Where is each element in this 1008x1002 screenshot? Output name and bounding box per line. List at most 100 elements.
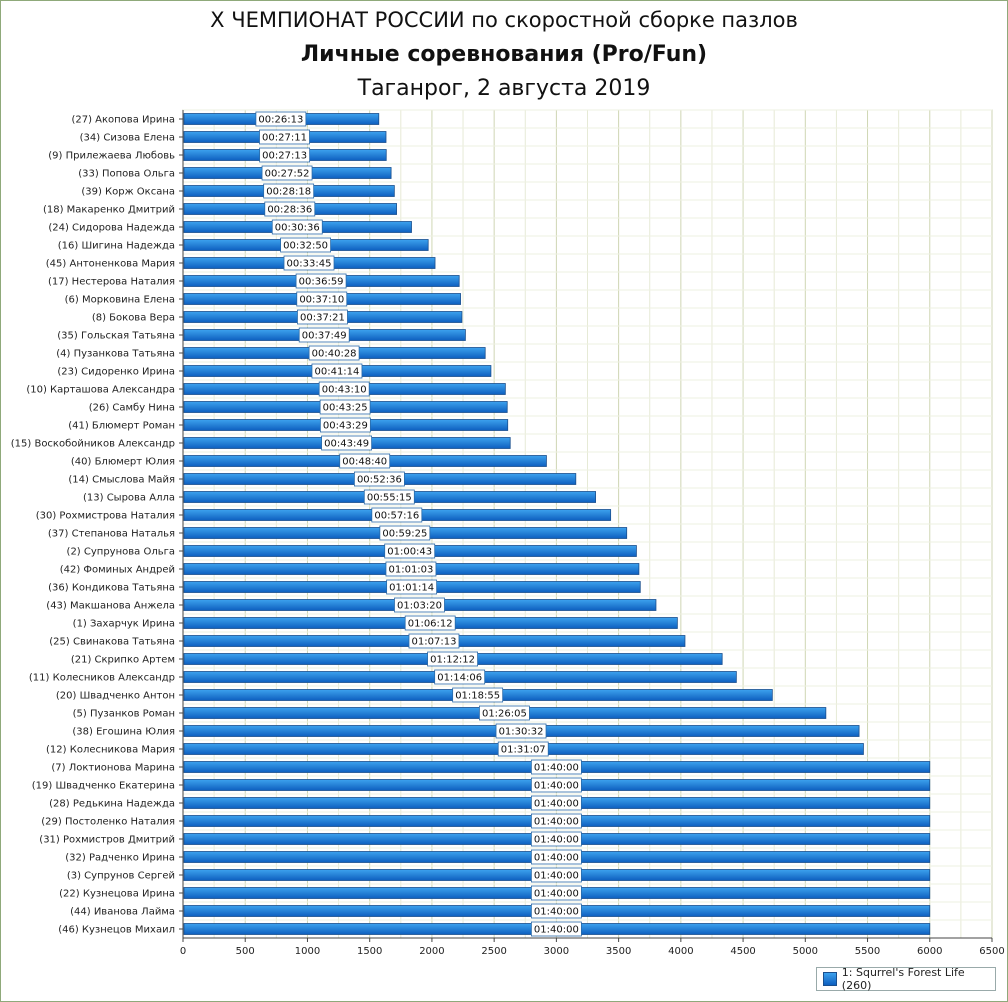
- category-label: (4) Пузанкова Татьяна: [56, 349, 175, 360]
- data-label-box: [530, 921, 582, 937]
- data-label-box: [255, 111, 307, 127]
- data-label: 00:52:36: [357, 475, 402, 486]
- data-label-box: [295, 273, 347, 289]
- category-label: (28) Редькина Надежда: [49, 799, 175, 810]
- category-label: (21) Скрипко Артем: [71, 655, 175, 666]
- x-tick-label: 0: [180, 946, 186, 957]
- category-label: (3) Супрунов Сергей: [67, 871, 175, 882]
- data-label-box: [371, 507, 423, 523]
- data-label: 00:32:50: [283, 241, 328, 252]
- category-label: (41) Блюмерт Роман: [68, 421, 175, 432]
- data-label-box: [261, 165, 313, 181]
- chart-place-date: Таганрог, 2 августа 2019: [357, 76, 651, 101]
- data-label: 01:14:06: [437, 673, 482, 684]
- data-label: 00:59:25: [382, 529, 427, 540]
- data-label: 01:40:00: [534, 853, 579, 864]
- category-label: (24) Сидорова Надежда: [48, 223, 175, 234]
- category-label: (27) Акопова Ирина: [71, 115, 175, 126]
- category-label: (14) Смыслова Майя: [68, 475, 175, 486]
- data-label: 01:40:00: [534, 817, 579, 828]
- data-label-box: [379, 525, 431, 541]
- data-label-box: [497, 741, 549, 757]
- y-axis-labels: (27) Акопова Ирина (34) Сизова Елена (9) П…: [11, 115, 183, 936]
- category-label: (15) Воскобойников Александр: [11, 439, 175, 450]
- data-label-box: [363, 489, 415, 505]
- category-label: (9) Прилежаева Любовь: [48, 151, 175, 162]
- data-label-box: [408, 633, 460, 649]
- category-label: (30) Рохмистрова Наталия: [36, 511, 175, 522]
- chart-title: X ЧЕМПИОНАТ РОССИИ по скоростной сборке …: [210, 8, 798, 32]
- data-label-box: [530, 759, 582, 775]
- data-label: 01:40:00: [534, 907, 579, 918]
- x-tick-label: 3000: [544, 946, 569, 957]
- category-label: (6) Морковина Елена: [65, 295, 175, 306]
- data-label: 00:57:16: [374, 511, 419, 522]
- data-label: 01:30:32: [499, 727, 544, 738]
- x-tick-label: 5000: [793, 946, 818, 957]
- data-label: 00:28:18: [266, 187, 311, 198]
- category-label: (7) Локтионова Марина: [51, 763, 175, 774]
- data-label: 00:30:36: [275, 223, 320, 234]
- data-label-box: [319, 399, 371, 415]
- data-label-box: [308, 345, 360, 361]
- data-label-box: [264, 201, 316, 217]
- data-label: 00:36:59: [299, 277, 344, 288]
- data-label-box: [495, 723, 547, 739]
- category-label: (38) Егошина Юлия: [72, 727, 175, 738]
- category-label: (22) Кузнецова Ирина: [59, 889, 175, 900]
- x-tick-label: 2000: [419, 946, 444, 957]
- x-tick-label: 4500: [730, 946, 755, 957]
- data-label: 01:12:12: [430, 655, 475, 666]
- category-label: (20) Швадченко Антон: [56, 691, 175, 702]
- legend: 1: Squrrel's Forest Life (260): [816, 966, 996, 992]
- category-label: (33) Попова Ольга: [78, 169, 175, 180]
- x-tick-label: 6500: [979, 946, 1004, 957]
- data-label: 01:31:07: [501, 745, 546, 756]
- data-label: 01:00:43: [387, 547, 432, 558]
- data-label: 00:40:28: [312, 349, 357, 360]
- category-label: (19) Швадченко Екатерина: [32, 781, 175, 792]
- data-label: 00:37:49: [302, 331, 347, 342]
- data-label: 01:40:00: [534, 925, 579, 936]
- x-tick-label: 2500: [481, 946, 506, 957]
- category-label: (44) Иванова Лайма: [70, 907, 175, 918]
- category-label: (13) Сырова Алла: [83, 493, 175, 504]
- category-label: (42) Фоминых Андрей: [60, 565, 175, 576]
- data-label: 00:55:15: [367, 493, 412, 504]
- data-label: 00:43:49: [324, 439, 369, 450]
- data-label: 00:28:36: [267, 205, 312, 216]
- category-label: (2) Супрунова Ольга: [67, 547, 175, 558]
- data-label-box: [271, 219, 323, 235]
- data-label-box: [283, 255, 335, 271]
- x-tick-label: 1000: [295, 946, 320, 957]
- data-label: 00:48:40: [342, 457, 387, 468]
- x-tick-label: 6000: [917, 946, 942, 957]
- data-label-box: [479, 705, 530, 721]
- data-label-box: [318, 381, 370, 397]
- category-label: (34) Сизова Елена: [80, 133, 175, 144]
- x-tick-label: 1500: [357, 946, 382, 957]
- category-label: (43) Макшанова Анжела: [46, 601, 175, 612]
- category-label: (12) Колесникова Мария: [46, 745, 175, 756]
- data-label-box: [384, 543, 436, 559]
- data-label-box: [354, 471, 405, 487]
- data-label: 01:01:03: [388, 565, 433, 576]
- data-label-box: [530, 795, 582, 811]
- data-label: 00:43:25: [323, 403, 368, 414]
- data-label-box: [530, 903, 582, 919]
- data-label: 00:27:11: [262, 133, 307, 144]
- data-label: 00:37:21: [300, 313, 345, 324]
- data-label-box: [386, 579, 438, 595]
- category-label: (46) Кузнецов Михаил: [58, 925, 175, 936]
- data-label: 00:41:14: [314, 367, 359, 378]
- data-label-box: [298, 327, 350, 343]
- data-label-box: [404, 615, 456, 631]
- data-label-box: [259, 129, 310, 145]
- legend-label: 1: Squrrel's Forest Life (260): [841, 966, 965, 992]
- data-label-box: [530, 885, 582, 901]
- data-label: 00:43:29: [323, 421, 368, 432]
- data-label-box: [427, 651, 478, 667]
- data-label: 01:26:05: [482, 709, 527, 720]
- category-label: (35) Гольская Татьяна: [57, 331, 175, 342]
